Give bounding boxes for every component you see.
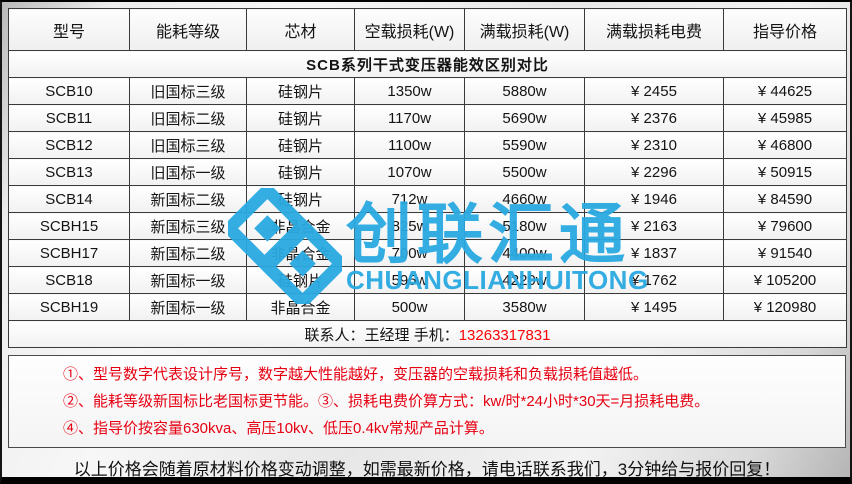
table-cell: 硅钢片 <box>246 131 355 159</box>
table-cell: SCB14 <box>8 185 130 213</box>
table-cell: ¥ 44625 <box>723 77 847 105</box>
table-cell: 4400w <box>464 239 585 267</box>
table-cell: 712w <box>354 185 465 213</box>
table-cell: ¥ 2296 <box>584 158 724 186</box>
table-cell: SCB11 <box>8 104 130 132</box>
table-cell: SCB13 <box>8 158 130 186</box>
table-cell: 新国标二级 <box>129 239 247 267</box>
page-title: SCB系列干式变压器能效区别对比 <box>8 50 847 78</box>
table-cell: SCB10 <box>8 77 130 105</box>
column-header: 型号 <box>8 8 130 51</box>
table-row: SCB14 新国标二级 硅钢片 712w 4660w ¥ 1946 ¥ 84590 <box>8 185 847 213</box>
table-cell: ¥ 105200 <box>723 266 847 294</box>
table-cell: SCBH19 <box>8 293 130 321</box>
table-cell: 硅钢片 <box>246 104 355 132</box>
note-line: ④、指导价按容量630kva、高压10kv、低压0.4kv常规产品计算。 <box>63 420 494 437</box>
column-header: 满载损耗电费 <box>584 8 724 51</box>
table-cell: ¥ 45985 <box>723 104 847 132</box>
note-line: ①、型号数字代表设计序号，数字越大性能越好，变压器的空载损耗和负载损耗值越低。 <box>63 366 649 383</box>
table-body: SCB10 旧国标三级 硅钢片 1350w 5880w ¥ 2455 ¥ 44625 SCB1… <box>8 77 847 321</box>
table-row: SCB13 旧国标一级 硅钢片 1070w 5500w ¥ 2296 ¥ 50915 <box>8 158 847 186</box>
table-cell: 5500w <box>464 158 585 186</box>
table-cell: 5880w <box>464 77 585 105</box>
table-cell: ¥ 1762 <box>584 266 724 294</box>
note-line: ②、能耗等级新国标比老国标更节能。③、损耗电费价算方式：kw/时*24小时*30… <box>63 393 710 410</box>
table-cell: ¥ 2163 <box>584 212 724 240</box>
table-cell: 新国标二级 <box>129 185 247 213</box>
table-cell: ¥ 2376 <box>584 104 724 132</box>
table-cell: ¥ 84590 <box>723 185 847 213</box>
table-cell: SCB18 <box>8 266 130 294</box>
contact-line: 联系人：王经理 手机：13263317831 <box>8 320 847 348</box>
table-cell: ¥ 1495 <box>584 293 724 321</box>
table-cell: ¥ 79600 <box>723 212 847 240</box>
table-row: SCBH19 新国标一级 非晶合金 500w 3580w ¥ 1495 ¥ 120980 <box>8 293 847 321</box>
contact-row: 联系人：王经理 手机：13263317831 <box>8 320 847 348</box>
table-cell: 1350w <box>354 77 465 105</box>
contact-label: 联系人：王经理 手机： <box>304 326 459 344</box>
table-cell: ¥ 1946 <box>584 185 724 213</box>
table-row: SCB11 旧国标二级 硅钢片 1170w 5690w ¥ 2376 ¥ 45985 <box>8 104 847 132</box>
table-cell: 5690w <box>464 104 585 132</box>
table-cell: 旧国标三级 <box>129 77 247 105</box>
table-cell: 4220w <box>464 266 585 294</box>
table-cell: 旧国标一级 <box>129 158 247 186</box>
table-cell: 595w <box>354 266 465 294</box>
table-row: SCB10 旧国标三级 硅钢片 1350w 5880w ¥ 2455 ¥ 44625 <box>8 77 847 105</box>
footer-note: 以上价格会随着原材料价格变动调整，如需最新价格，请电话联系我们，3分钟给与报价回… <box>73 460 781 479</box>
table-cell: 5180w <box>464 212 585 240</box>
table-cell: 700w <box>354 239 465 267</box>
table-cell: 新国标一级 <box>129 266 247 294</box>
table-cell: ¥ 50915 <box>723 158 847 186</box>
table-cell: SCBH15 <box>8 212 130 240</box>
table-header: 型号 能耗等级 芯材 空载损耗(W) 满载损耗(W) 满载损耗电费 指导价格 <box>8 8 847 51</box>
table-cell: 硅钢片 <box>246 185 355 213</box>
table-cell: ¥ 1837 <box>584 239 724 267</box>
table-cell: ¥ 91540 <box>723 239 847 267</box>
contact-phone: 13263317831 <box>458 326 551 344</box>
efficiency-table: SCB系列干式变压器能效区别对比 型号 能耗等级 芯材 空载损耗(W) 满载损耗(W) 满… <box>8 8 847 348</box>
table-cell: 非晶合金 <box>246 293 355 321</box>
table-cell: SCBH17 <box>8 239 130 267</box>
table-cell: 硅钢片 <box>246 77 355 105</box>
header-row: 型号 能耗等级 芯材 空载损耗(W) 满载损耗(W) 满载损耗电费 指导价格 <box>8 8 847 51</box>
table-cell: ¥ 46800 <box>723 131 847 159</box>
column-header: 能耗等级 <box>129 8 247 51</box>
table-cell: 1170w <box>354 104 465 132</box>
table-row: SCB18 新国标一级 硅钢片 595w 4220w ¥ 1762 ¥ 105200 <box>8 266 847 294</box>
table-cell: 3580w <box>464 293 585 321</box>
table-cell: ¥ 2310 <box>584 131 724 159</box>
table-cell: ¥ 120980 <box>723 293 847 321</box>
table-cell: 非晶合金 <box>246 239 355 267</box>
table-row: SCBH17 新国标二级 非晶合金 700w 4400w ¥ 1837 ¥ 91540 <box>8 239 847 267</box>
table-row: SCB12 旧国标三级 硅钢片 1100w 5590w ¥ 2310 ¥ 46800 <box>8 131 847 159</box>
table-cell: SCB12 <box>8 131 130 159</box>
table-cell: 硅钢片 <box>246 266 355 294</box>
column-header: 芯材 <box>246 8 355 51</box>
column-header: 指导价格 <box>723 8 847 51</box>
title-row: SCB系列干式变压器能效区别对比 <box>8 50 847 78</box>
table-cell: 4660w <box>464 185 585 213</box>
table-cell: 旧国标二级 <box>129 104 247 132</box>
table-cell: 硅钢片 <box>246 158 355 186</box>
table-cell: 非晶合金 <box>246 212 355 240</box>
spec-sheet: SCB系列干式变压器能效区别对比 型号 能耗等级 芯材 空载损耗(W) 满载损耗(W) 满… <box>8 8 847 479</box>
table-cell: ¥ 2455 <box>584 77 724 105</box>
table-cell: 新国标一级 <box>129 293 247 321</box>
table-cell: 5590w <box>464 131 585 159</box>
column-header: 满载损耗(W) <box>464 8 585 51</box>
table-cell: 500w <box>354 293 465 321</box>
column-header: 空载损耗(W) <box>354 8 465 51</box>
table-cell: 旧国标三级 <box>129 131 247 159</box>
table-cell: 新国标三级 <box>129 212 247 240</box>
table-cell: 1070w <box>354 158 465 186</box>
table-row: SCBH15 新国标三级 非晶合金 825w 5180w ¥ 2163 ¥ 79600 <box>8 212 847 240</box>
table-cell: 1100w <box>354 131 465 159</box>
table-cell: 825w <box>354 212 465 240</box>
notes-box: ①、型号数字代表设计序号，数字越大性能越好，变压器的空载损耗和负载损耗值越低。 ②… <box>8 355 846 448</box>
